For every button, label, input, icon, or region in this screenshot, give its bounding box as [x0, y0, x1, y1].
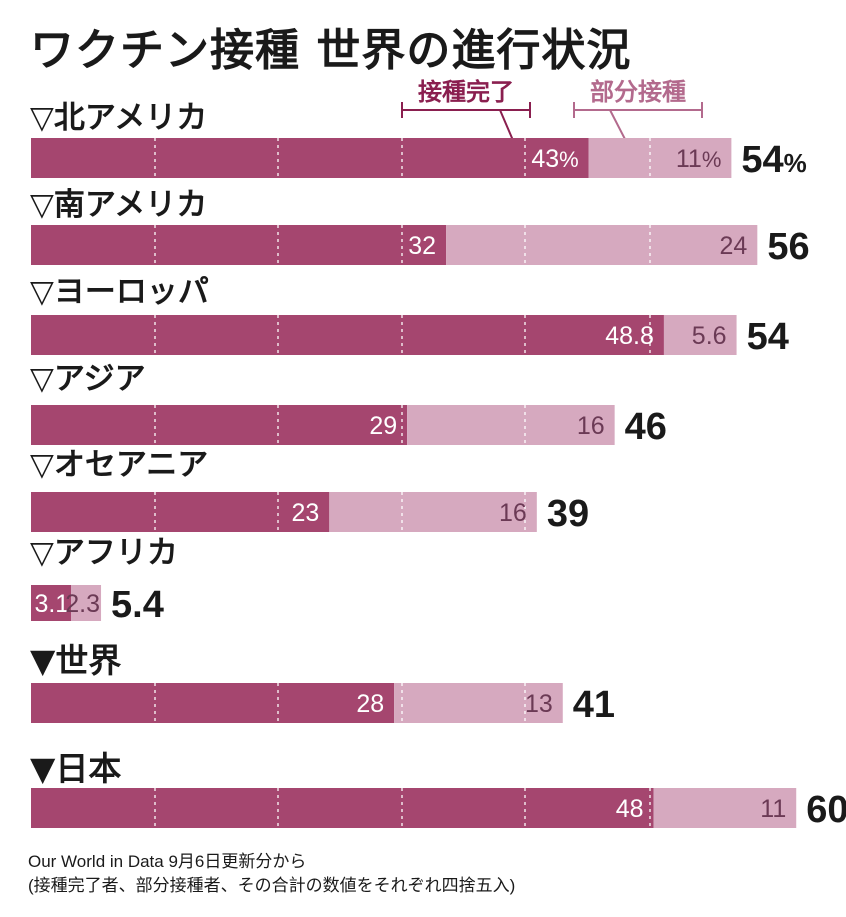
bar-complete: [31, 585, 72, 621]
region-label: ▽アフリカ: [30, 535, 178, 571]
region-label: ▼日本: [30, 749, 121, 788]
bar-complete: [31, 225, 447, 265]
data-label-total: 54%: [741, 139, 806, 181]
data-label-partial: 16: [499, 499, 527, 527]
region-row: ▽南アメリカ 32 24 56: [30, 187, 810, 268]
percent-sign: %: [784, 148, 807, 178]
source-note: Our World in Data 9月6日更新分から (接種完了者、部分接種者…: [28, 850, 515, 898]
data-label-partial: 11: [760, 795, 786, 823]
region-row: ▼世界 28 13 41: [30, 641, 615, 726]
data-label-complete: 3.1: [34, 590, 69, 618]
bar-partial: [663, 315, 737, 355]
percent-sign: %: [559, 147, 579, 172]
region-label: ▽オセアニア: [30, 447, 208, 483]
bar-complete: [31, 492, 330, 532]
bar-partial: [394, 683, 563, 723]
region-label: ▽ヨーロッパ: [30, 274, 209, 310]
bar-complete: [31, 405, 408, 445]
legend-partial-label: 部分接種: [590, 78, 686, 106]
data-label-total: 46: [625, 406, 667, 448]
percent-sign: %: [702, 147, 722, 172]
region-row: ▽北アメリカ 43% 11% 54%: [30, 100, 807, 181]
region-row: ▼日本 48 11 60: [30, 749, 846, 831]
bar-partial: [71, 585, 102, 621]
data-label-partial: 13: [525, 690, 553, 718]
bar-partial: [407, 405, 615, 445]
data-label-partial: 5.6: [692, 322, 727, 350]
bar-partial: [446, 225, 758, 265]
source-line-1: Our World in Data 9月6日更新分から: [28, 852, 307, 871]
bar-partial: [588, 138, 732, 178]
legend-complete-bracket: [401, 102, 531, 146]
bar-complete: [31, 788, 654, 828]
region-label: ▽北アメリカ: [30, 100, 207, 136]
data-label-total: 39: [547, 493, 589, 535]
data-label-partial: 24: [720, 232, 748, 260]
data-label-complete: 48.8: [605, 322, 654, 350]
region-row: ▽オセアニア 23 16 39: [30, 447, 589, 535]
legend-partial-bracket: [573, 102, 703, 146]
bar-partial: [329, 492, 537, 532]
source-line-2: (接種完了者、部分接種者、その合計の数値をそれぞれ四捨五入): [28, 876, 516, 895]
chart-title: ワクチン接種 世界の進行状況: [30, 25, 632, 76]
legend: 接種完了 部分接種: [401, 78, 703, 146]
data-label-partial: 11%: [676, 145, 722, 173]
data-label-complete: 28: [356, 690, 384, 718]
data-label-partial: 16: [577, 412, 605, 440]
bar-complete: [31, 683, 395, 723]
data-label-total: 41: [573, 684, 615, 726]
data-label-total: 54: [747, 316, 789, 358]
region-label: ▽アジア: [30, 361, 146, 397]
region-label: ▼世界: [30, 641, 121, 680]
data-label-complete: 43%: [531, 145, 578, 173]
data-label-complete: 23: [291, 499, 319, 527]
data-label-complete: 48: [616, 795, 644, 823]
bar-complete: [31, 315, 664, 355]
data-label-complete: 29: [369, 412, 397, 440]
region-row: ▽アジア 29 16 46: [30, 361, 667, 448]
region-row: ▽ヨーロッパ 48.8 5.6 54: [30, 274, 789, 358]
region-row: ▽アフリカ 3.12.3 5.4: [30, 535, 178, 626]
region-label: ▽南アメリカ: [30, 187, 207, 223]
data-label-total: 56: [767, 226, 809, 268]
data-label-total: 5.4: [111, 584, 164, 626]
data-label-total: 60: [806, 789, 846, 831]
data-label-complete: 32: [408, 232, 436, 260]
bar-complete: [31, 138, 589, 178]
data-label-partial: 2.3: [65, 590, 100, 618]
bar-partial: [653, 788, 797, 828]
legend-complete-label: 接種完了: [418, 78, 514, 106]
